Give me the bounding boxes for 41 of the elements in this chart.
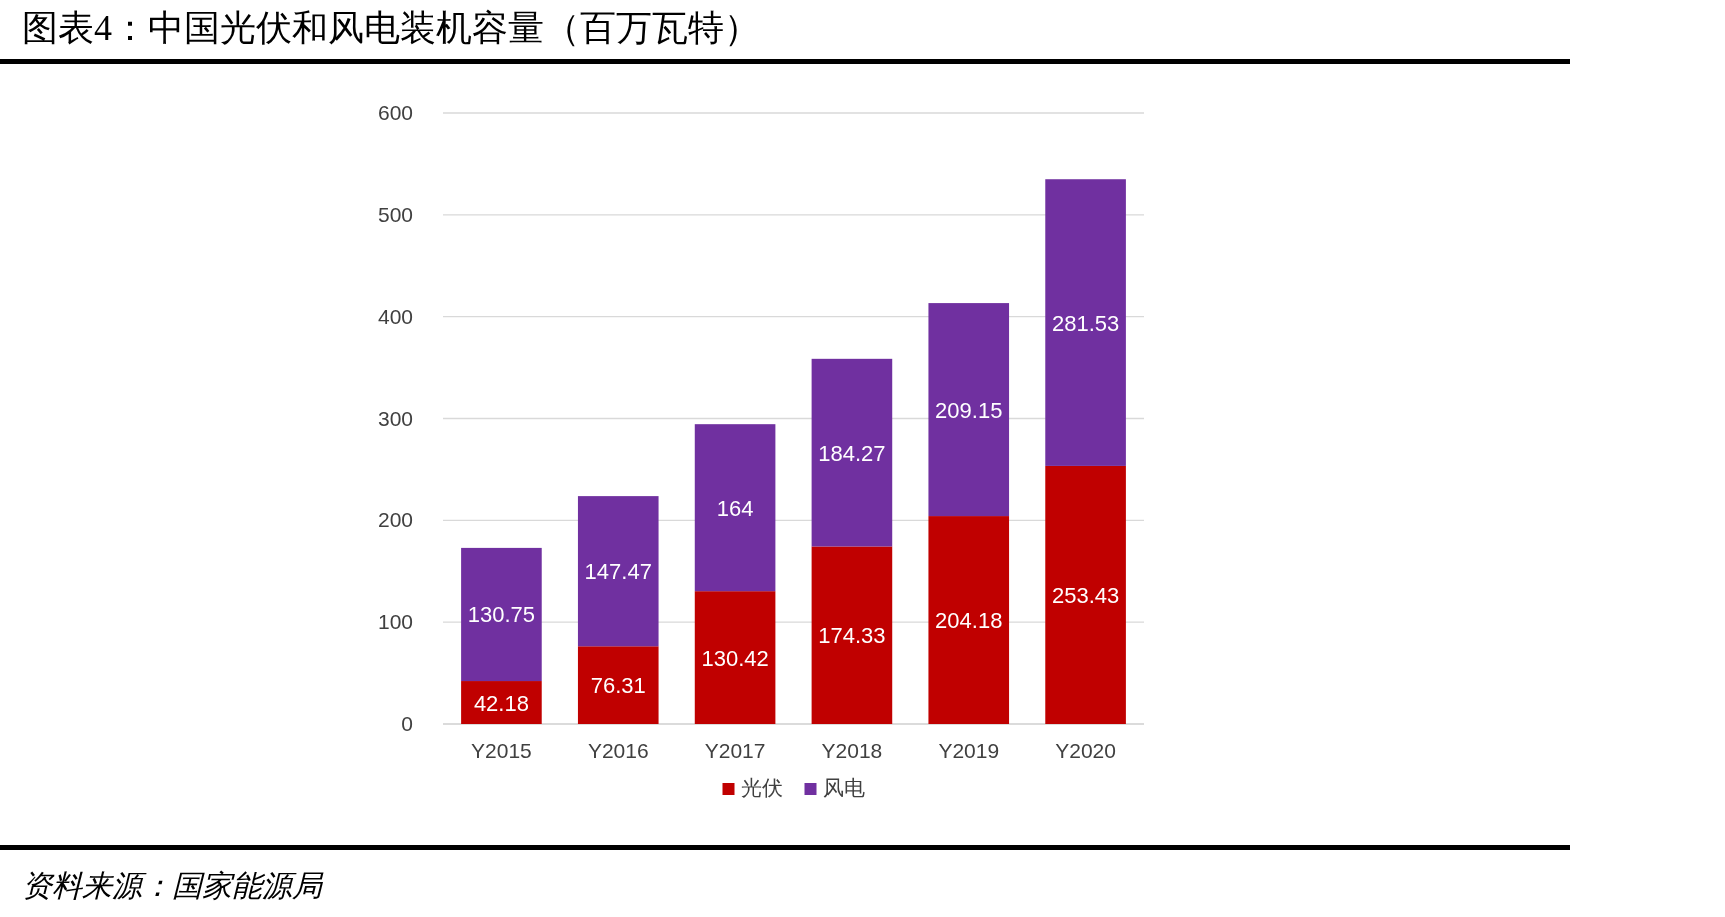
bar bbox=[461, 547, 542, 682]
bar bbox=[694, 591, 776, 724]
bar bbox=[577, 496, 659, 647]
text: 资料来源：国家能源局 bbox=[22, 869, 324, 902]
bar bbox=[1045, 465, 1126, 724]
bar bbox=[577, 646, 659, 724]
data-label: 184.27 bbox=[818, 440, 886, 466]
bar bbox=[811, 358, 893, 547]
data-label: 147.47 bbox=[584, 559, 652, 585]
legend-label: 风电 bbox=[822, 776, 865, 799]
y-tick-label: 400 bbox=[377, 304, 413, 328]
bar bbox=[1045, 179, 1126, 466]
legend-label: 光伏 bbox=[740, 776, 783, 799]
bar bbox=[694, 424, 776, 592]
data-label: 253.43 bbox=[1051, 582, 1120, 608]
x-tick-label: Y2017 bbox=[704, 739, 766, 762]
data-label: 174.33 bbox=[818, 623, 886, 649]
bar bbox=[928, 516, 1010, 724]
bar bbox=[811, 546, 893, 724]
y-tick-label: 0 bbox=[401, 712, 413, 735]
data-label: 42.18 bbox=[473, 690, 529, 716]
data-label: 76.31 bbox=[590, 673, 646, 699]
chart-title: 图表4：中国光伏和风电装机容量（百万瓦特） bbox=[22, 8, 760, 48]
data-label: 209.15 bbox=[935, 397, 1003, 423]
y-tick-label: 100 bbox=[377, 610, 413, 634]
x-tick-label: Y2018 bbox=[821, 739, 883, 762]
data-label: 130.42 bbox=[701, 645, 769, 671]
x-tick-label: Y2015 bbox=[471, 739, 532, 762]
data-label: 204.18 bbox=[935, 608, 1003, 634]
data-label: 164 bbox=[716, 495, 754, 521]
x-tick-label: Y2019 bbox=[938, 739, 1000, 762]
x-tick-label: Y2020 bbox=[1055, 739, 1116, 762]
y-tick-label: 500 bbox=[377, 202, 413, 226]
data-label: 281.53 bbox=[1051, 310, 1120, 336]
data-label: 130.75 bbox=[467, 602, 536, 628]
y-tick-label: 300 bbox=[377, 406, 413, 430]
x-tick-label: Y2016 bbox=[587, 739, 649, 762]
y-tick-label: 600 bbox=[377, 101, 413, 124]
bar bbox=[461, 681, 542, 724]
y-tick-label: 200 bbox=[377, 508, 413, 532]
bar bbox=[928, 303, 1010, 517]
